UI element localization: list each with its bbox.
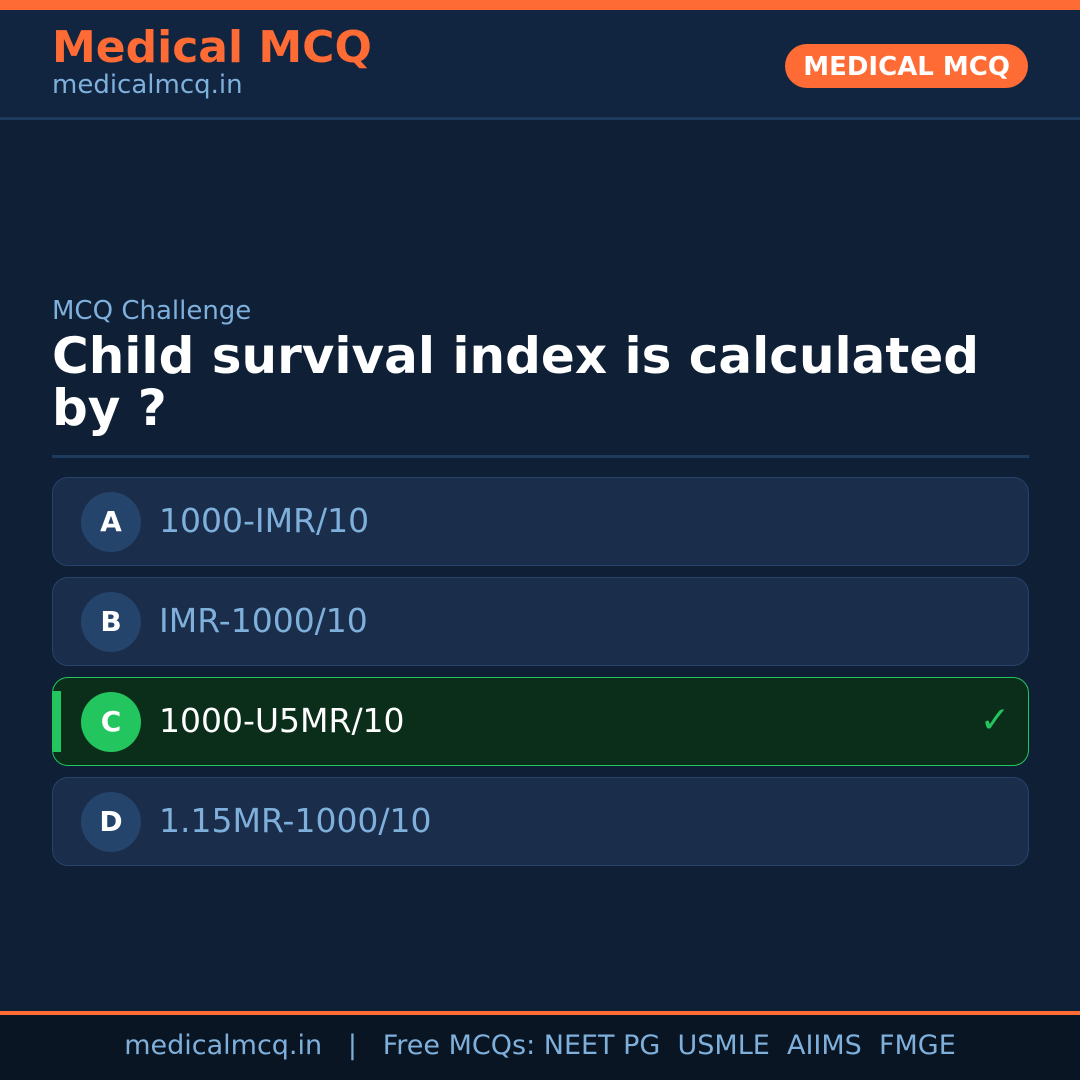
footer: medicalmcq.in | Free MCQs: NEET PG USMLE… xyxy=(0,1011,1080,1080)
option-a[interactable]: A 1000-IMR/10 xyxy=(52,477,1029,566)
top-accent-bar xyxy=(0,0,1080,10)
option-d[interactable]: D 1.15MR-1000/10 xyxy=(52,777,1029,866)
option-c-correct[interactable]: C 1000-U5MR/10 ✓ xyxy=(52,677,1029,766)
site-url: medicalmcq.in xyxy=(52,70,243,100)
option-letter: D xyxy=(81,792,141,852)
option-text: 1000-U5MR/10 xyxy=(159,701,405,740)
option-text: 1000-IMR/10 xyxy=(159,501,370,540)
option-text: 1.15MR-1000/10 xyxy=(159,801,432,840)
option-b[interactable]: B IMR-1000/10 xyxy=(52,577,1029,666)
divider xyxy=(52,455,1029,458)
question-kicker: MCQ Challenge xyxy=(52,296,252,326)
option-text: IMR-1000/10 xyxy=(159,601,368,640)
brand-title: Medical MCQ xyxy=(52,22,372,73)
correct-indicator-bar xyxy=(53,691,61,752)
brand-badge: MEDICAL MCQ xyxy=(785,44,1028,88)
checkmark-icon: ✓ xyxy=(979,700,1010,741)
option-letter: B xyxy=(81,592,141,652)
header: Medical MCQ medicalmcq.in MEDICAL MCQ xyxy=(0,10,1080,120)
option-letter: A xyxy=(81,492,141,552)
option-letter: C xyxy=(81,692,141,752)
question-text: Child survival index is calculated by ? xyxy=(52,327,980,437)
